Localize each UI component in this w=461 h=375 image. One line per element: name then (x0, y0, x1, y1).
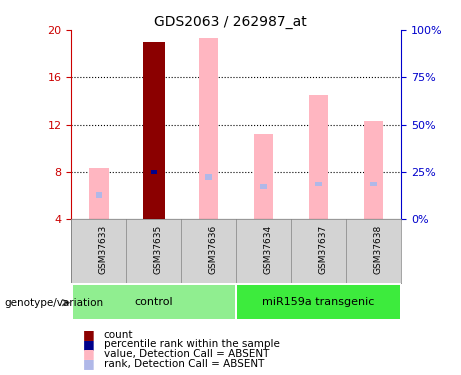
Text: miR159a transgenic: miR159a transgenic (262, 297, 375, 307)
Text: ■: ■ (83, 348, 95, 360)
Text: ■: ■ (83, 328, 95, 341)
Bar (254, 134, 273, 219)
Bar (143, 42, 165, 219)
Text: value, Detection Call = ABSENT: value, Detection Call = ABSENT (104, 349, 269, 359)
Bar (237, 285, 400, 319)
Text: GDS2063 / 262987_at: GDS2063 / 262987_at (154, 15, 307, 29)
Bar (260, 184, 267, 189)
Bar (199, 38, 219, 219)
Bar (151, 170, 157, 174)
Text: GSM37637: GSM37637 (319, 225, 328, 274)
Text: GSM37635: GSM37635 (154, 225, 163, 274)
Bar (309, 95, 328, 219)
Bar (370, 182, 377, 186)
Text: GSM37638: GSM37638 (373, 225, 383, 274)
Text: percentile rank within the sample: percentile rank within the sample (104, 339, 280, 349)
Text: ■: ■ (83, 338, 95, 351)
Bar (315, 182, 322, 186)
Text: GSM37633: GSM37633 (99, 225, 108, 274)
Text: rank, Detection Call = ABSENT: rank, Detection Call = ABSENT (104, 359, 264, 369)
Bar (95, 192, 102, 198)
Bar (364, 121, 383, 219)
Text: control: control (135, 297, 173, 307)
Text: count: count (104, 330, 133, 339)
Bar (72, 285, 235, 319)
Text: GSM37636: GSM37636 (209, 225, 218, 274)
Bar (89, 168, 108, 219)
Text: GSM37634: GSM37634 (264, 225, 273, 274)
Text: ■: ■ (83, 357, 95, 370)
Text: genotype/variation: genotype/variation (5, 298, 104, 307)
Bar (206, 174, 212, 180)
